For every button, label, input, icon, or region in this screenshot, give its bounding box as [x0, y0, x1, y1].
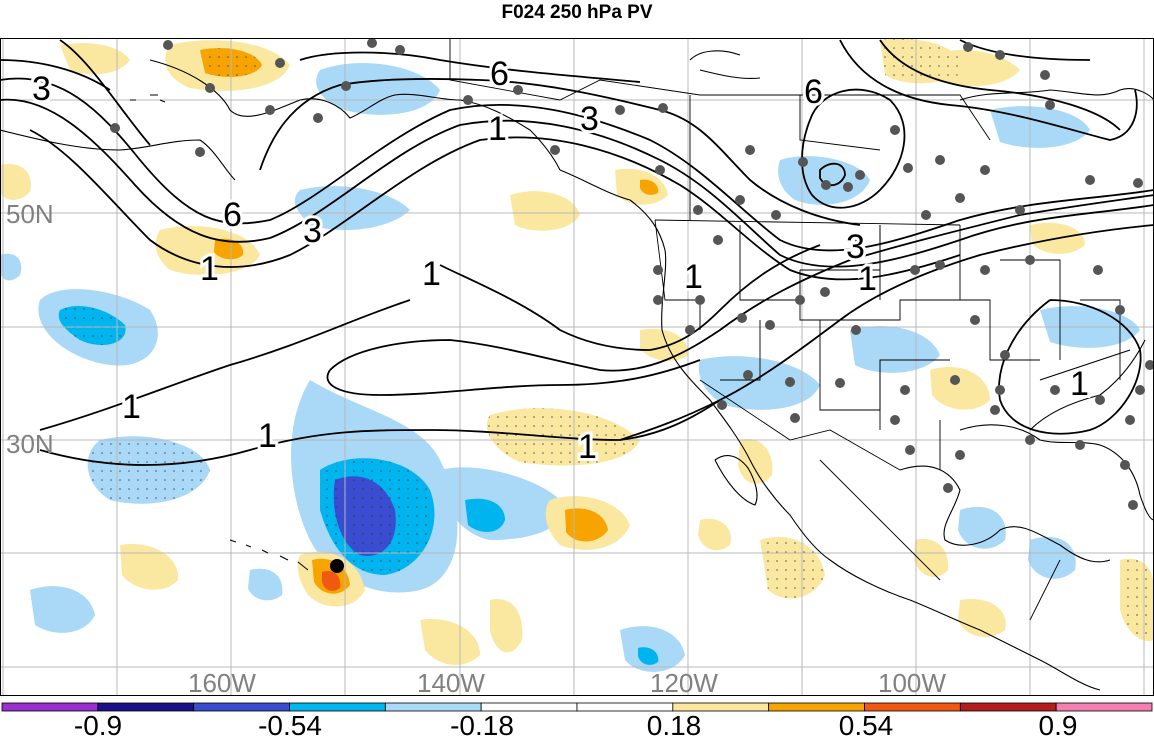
- colorbar-tick-labels: -0.9 -0.54 -0.18 0.18 0.54 0.9: [74, 710, 1078, 739]
- contour-label: 1: [422, 255, 441, 293]
- station-markers: [110, 38, 1154, 510]
- significance-stippling: [58, 38, 1154, 641]
- colorbar-segment: [1055, 702, 1153, 712]
- contour-label: 3: [846, 228, 865, 266]
- contour-label: 1: [684, 258, 703, 296]
- positive-anomaly-shading: [0, 38, 1154, 666]
- colorbar: [1, 702, 1153, 712]
- lon-label-120w: 120W: [650, 668, 718, 698]
- lat-lon-grid: [0, 38, 1154, 696]
- contour-label: 3: [32, 70, 51, 108]
- map-title: F024 250 hPa PV: [501, 2, 653, 23]
- lon-label-100w: 100W: [878, 668, 946, 698]
- contour-label: 6: [490, 55, 509, 93]
- colorbar-tick: 0.54: [839, 710, 894, 739]
- pv-contours: [0, 39, 1154, 466]
- contour-label: 6: [223, 196, 242, 234]
- contour-label: 1: [578, 428, 597, 466]
- contour-labels: 3 6 6 3 1 1 3 6 1 3 1 1 1 1 1 1: [29, 52, 1092, 469]
- colorbar-tick: -0.9: [74, 710, 122, 739]
- lat-label-50n: 50N: [6, 199, 54, 229]
- contour-label: 3: [580, 100, 599, 138]
- highlight-point: [330, 559, 344, 573]
- contour-label: 1: [1070, 365, 1089, 403]
- map-frame: [0, 38, 1154, 696]
- colorbar-tick: -0.54: [258, 710, 322, 739]
- colorbar-tick: 0.18: [647, 710, 702, 739]
- contour-label: 6: [804, 73, 823, 111]
- contour-label: 1: [258, 417, 277, 455]
- colorbar-tick: 0.9: [1039, 710, 1078, 739]
- islands: [130, 94, 309, 571]
- contour-label: 1: [858, 260, 877, 298]
- contour-label: 1: [122, 388, 141, 426]
- lon-label-160w: 160W: [188, 668, 256, 698]
- lat-label-30n: 30N: [6, 429, 54, 459]
- coastlines: [0, 50, 1154, 691]
- contour-label: 3: [303, 212, 322, 250]
- contour-label: 1: [200, 250, 219, 288]
- colorbar-tick: -0.18: [450, 710, 514, 739]
- contour-label: 1: [488, 110, 507, 148]
- lon-label-140w: 140W: [417, 668, 485, 698]
